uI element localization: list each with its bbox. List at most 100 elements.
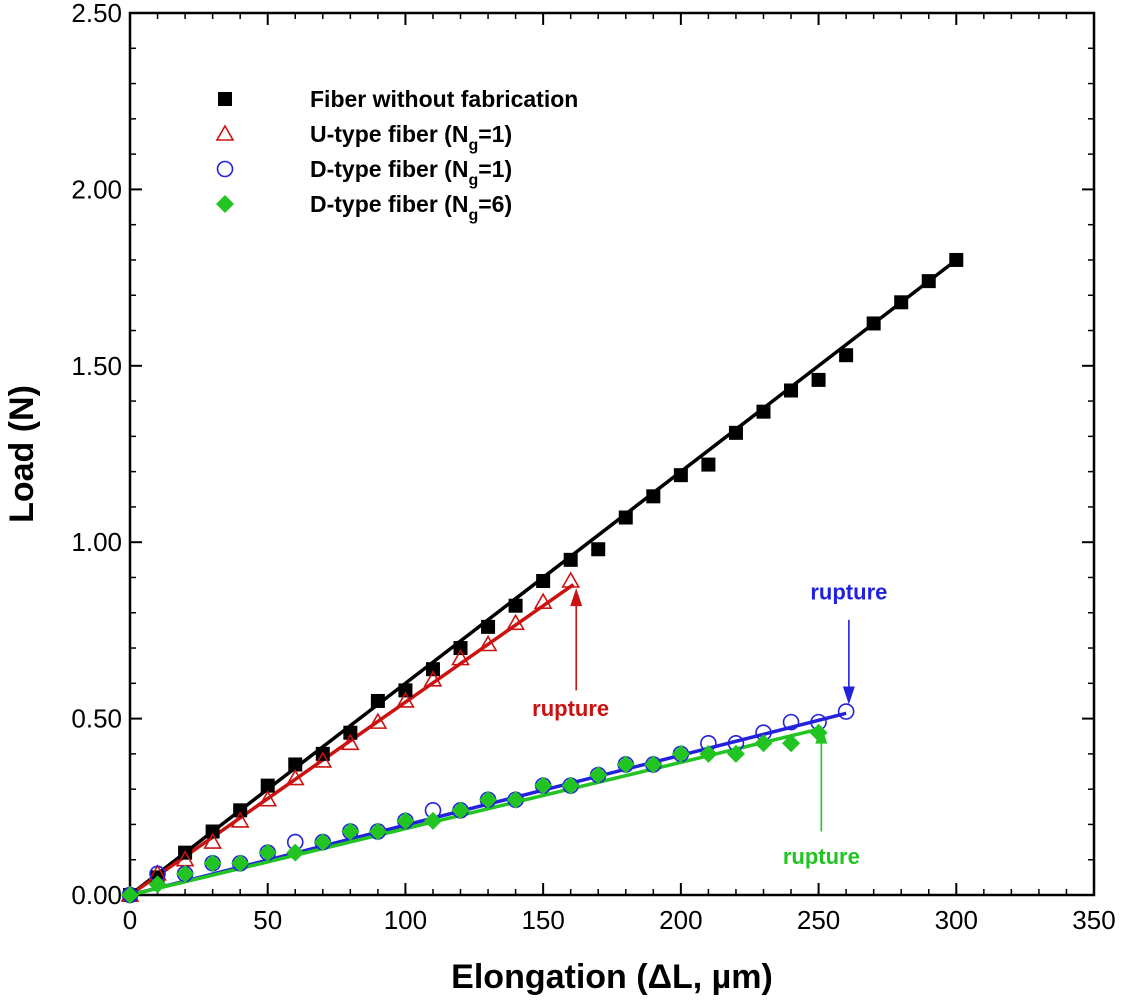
data-point-series-3 xyxy=(782,713,800,731)
data-point-series-1 xyxy=(205,824,220,839)
rupture-annotations: rupture rupture rupture xyxy=(532,580,887,870)
rupture-label: rupture xyxy=(532,696,609,721)
x-tick-label: 50 xyxy=(253,905,282,935)
legend-label-series-2: U-type fiber (Ng=1) xyxy=(310,121,512,154)
y-tick-label: 1.00 xyxy=(71,527,122,557)
legend-marker-series-4 xyxy=(216,195,234,213)
data-point-series-2 xyxy=(561,571,581,588)
legend: Fiber without fabrication U-type fiber (N… xyxy=(215,86,578,224)
plot-frame xyxy=(128,11,1096,897)
rupture-arrow-head xyxy=(570,588,583,607)
legend-marker-series-3 xyxy=(216,160,234,178)
data-point-series-2 xyxy=(506,613,525,631)
fit-line-series-2 xyxy=(128,583,575,897)
data-point-series-2 xyxy=(423,670,443,687)
x-axis-title: Elongation (ΔL, µm) xyxy=(451,958,773,996)
data-point-series-1 xyxy=(563,552,578,567)
data-point-series-2 xyxy=(478,634,498,652)
data-point-series-4 xyxy=(534,776,553,795)
data-point-series-1 xyxy=(481,619,496,634)
data-point-series-1 xyxy=(370,693,385,708)
data-point-series-1 xyxy=(343,725,358,740)
x-tick-label: 300 xyxy=(935,905,978,935)
data-point-series-4 xyxy=(782,734,801,753)
data-point-series-1 xyxy=(453,641,468,656)
data-point-series-1 xyxy=(756,404,771,419)
data-point-series-1 xyxy=(784,383,799,398)
data-point-series-4 xyxy=(589,766,608,785)
data-point-series-4 xyxy=(286,843,305,862)
legend-label-series-4: D-type fiber (Ng=6) xyxy=(310,191,512,224)
x-tick-label: 0 xyxy=(123,905,137,935)
data-point-series-1 xyxy=(288,757,303,772)
data-point-series-1 xyxy=(921,274,936,289)
axis-ticks: 0 50 100 150 200 250 300 350 0.00 0.50 1.00 1.50 2.0… xyxy=(71,0,1115,935)
rupture-arrow-head xyxy=(842,686,855,705)
data-point-series-1 xyxy=(646,489,661,504)
y-tick-label: 2.00 xyxy=(71,174,122,204)
series-1-points xyxy=(123,252,964,902)
data-point-series-3 xyxy=(837,703,855,720)
data-point-series-4 xyxy=(203,854,222,873)
data-point-series-4 xyxy=(671,744,690,763)
data-points xyxy=(120,252,964,904)
data-point-series-2 xyxy=(230,811,250,828)
rupture-label: rupture xyxy=(783,844,860,869)
data-point-series-1 xyxy=(425,662,440,677)
data-point-series-4 xyxy=(726,744,745,763)
y-axis-title: Load (N) xyxy=(3,385,41,523)
data-point-series-2 xyxy=(340,733,360,751)
data-point-series-2 xyxy=(533,592,553,609)
data-point-series-4 xyxy=(754,734,773,753)
x-tick-label: 100 xyxy=(384,905,427,935)
y-tick-label: 0.00 xyxy=(71,880,122,910)
legend-label-series-1: Fiber without fabrication xyxy=(310,86,578,112)
data-point-series-1 xyxy=(701,457,716,472)
legend-label-series-3: D-type fiber (Ng=1) xyxy=(310,156,512,189)
data-point-series-1 xyxy=(673,468,688,483)
data-point-series-4 xyxy=(423,811,442,830)
data-point-series-4 xyxy=(699,744,718,763)
data-point-series-1 xyxy=(728,425,743,440)
data-point-series-4 xyxy=(451,801,470,820)
data-point-series-1 xyxy=(536,574,551,589)
y-tick-label: 0.50 xyxy=(71,704,122,734)
data-point-series-4 xyxy=(258,843,277,862)
data-point-series-2 xyxy=(203,832,223,849)
data-point-series-4 xyxy=(368,822,387,841)
data-point-series-2 xyxy=(258,790,278,807)
data-point-series-1 xyxy=(591,542,606,557)
data-point-series-1 xyxy=(233,803,248,818)
x-tick-label: 150 xyxy=(521,905,564,935)
data-point-series-4 xyxy=(121,886,139,904)
data-point-series-4 xyxy=(506,790,525,809)
data-point-series-1 xyxy=(949,252,964,267)
data-point-series-2 xyxy=(451,649,470,666)
data-point-series-1 xyxy=(811,372,826,387)
data-point-series-1 xyxy=(618,510,633,525)
y-tick-label: 2.50 xyxy=(71,0,122,28)
data-point-series-1 xyxy=(866,316,881,331)
legend-marker-series-2 xyxy=(215,124,235,141)
rupture-label: rupture xyxy=(810,580,887,605)
data-point-series-2 xyxy=(396,691,415,708)
y-tick-label: 1.50 xyxy=(71,351,122,381)
data-point-series-1 xyxy=(894,295,909,310)
data-point-series-2 xyxy=(285,768,305,786)
data-point-series-4 xyxy=(479,790,498,809)
data-point-series-4 xyxy=(561,776,580,795)
data-point-series-1 xyxy=(398,683,413,698)
x-tick-label: 350 xyxy=(1072,905,1115,935)
legend-marker-series-1 xyxy=(218,92,232,106)
rupture-arrow-head xyxy=(815,725,828,744)
data-point-series-4 xyxy=(644,755,663,774)
data-point-series-2 xyxy=(313,751,333,768)
data-point-series-2 xyxy=(368,712,388,729)
data-point-series-4 xyxy=(616,755,635,774)
data-point-series-4 xyxy=(396,811,415,830)
data-point-series-4 xyxy=(176,864,195,883)
x-tick-label: 250 xyxy=(797,905,840,935)
data-point-series-1 xyxy=(839,348,854,363)
data-point-series-4 xyxy=(313,833,332,852)
